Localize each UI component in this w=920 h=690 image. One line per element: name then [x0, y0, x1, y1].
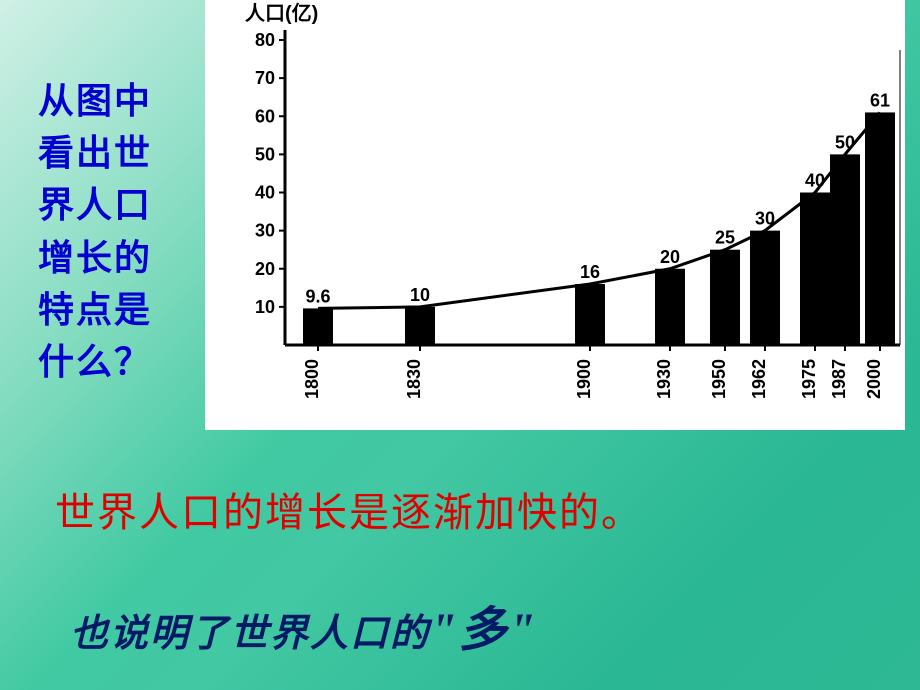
slide: 从图中看出世界人口增长的特点是什么？ 人口(亿) 10 20 30 40 50 60 70 80…	[0, 0, 920, 690]
svg-text:10: 10	[410, 285, 430, 305]
svg-text:1987: 1987	[829, 359, 849, 399]
svg-text:40: 40	[805, 171, 825, 191]
svg-text:20: 20	[660, 247, 680, 267]
svg-text:9.6: 9.6	[305, 286, 330, 306]
svg-text:人口(亿): 人口(亿)	[245, 1, 318, 25]
svg-text:60: 60	[255, 106, 275, 126]
svg-text:2000: 2000	[864, 359, 884, 399]
population-chart: 人口(亿) 10 20 30 40 50 60 70 80 9.6 1800 10 1830 16 1900…	[205, 0, 905, 430]
svg-text:1830: 1830	[404, 359, 424, 399]
svg-text:1900: 1900	[574, 359, 594, 399]
svg-text:61: 61	[870, 90, 890, 110]
svg-text:16: 16	[580, 262, 600, 282]
question-text: 从图中看出世界人口增长的特点是什么？	[38, 75, 188, 388]
svg-text:1962: 1962	[749, 359, 769, 399]
svg-text:80: 80	[255, 30, 275, 50]
svg-text:50: 50	[835, 132, 855, 152]
svg-text:50: 50	[255, 144, 275, 164]
svg-text:30: 30	[255, 221, 275, 241]
svg-text:1930: 1930	[654, 359, 674, 399]
svg-text:30: 30	[755, 209, 775, 229]
svg-text:70: 70	[255, 68, 275, 88]
chart-svg: 人口(亿) 10 20 30 40 50 60 70 80 9.6 1800 10 1830 16 1900…	[205, 0, 905, 430]
answer2-quote: "多"	[430, 604, 537, 657]
svg-text:1950: 1950	[709, 359, 729, 399]
answer-line-1: 世界人口的增长是逐渐加快的。	[55, 480, 643, 538]
answer2-pre: 也说明了世界人口的	[70, 613, 430, 655]
svg-text:25: 25	[715, 228, 735, 248]
svg-text:20: 20	[255, 259, 275, 279]
svg-text:1800: 1800	[302, 359, 322, 399]
svg-text:10: 10	[255, 297, 275, 317]
svg-text:1975: 1975	[799, 359, 819, 399]
answer-line-2: 也说明了世界人口的"多"	[70, 590, 537, 660]
svg-text:40: 40	[255, 183, 275, 203]
